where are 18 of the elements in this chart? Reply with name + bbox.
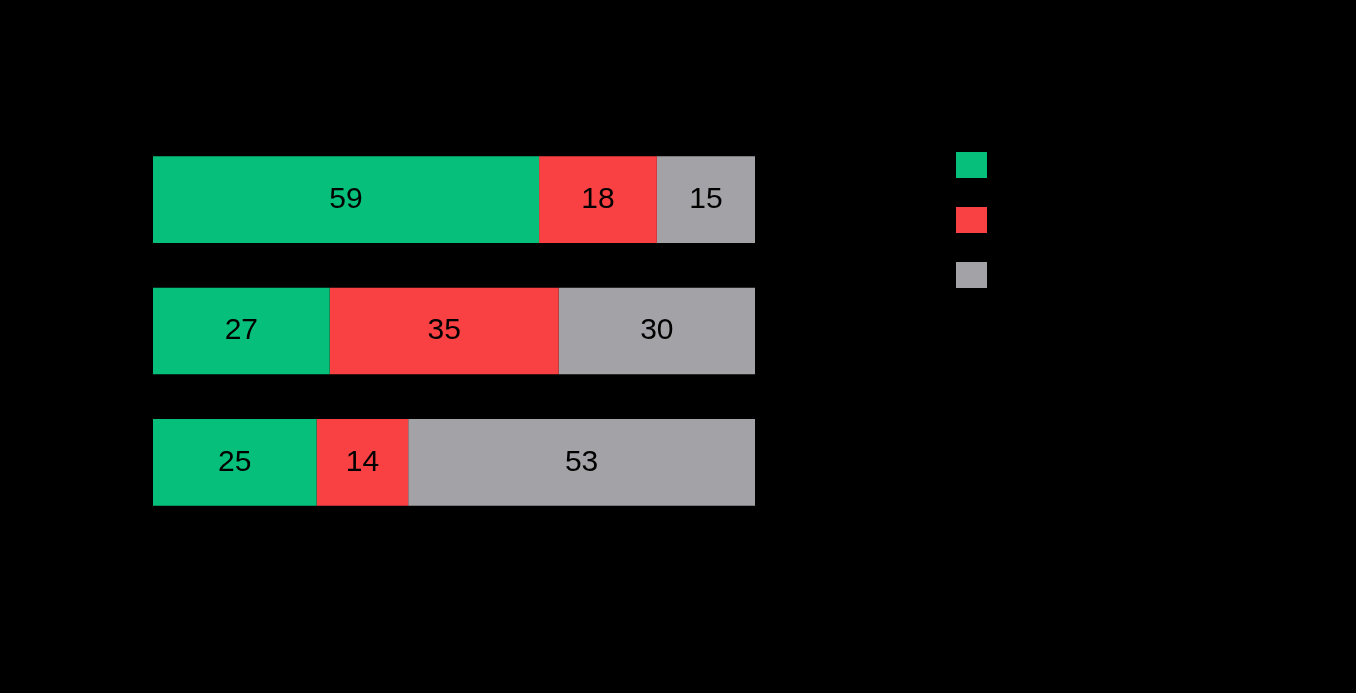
- bar: [408, 418, 755, 506]
- data-label: 53: [564, 443, 599, 477]
- bar: [153, 287, 330, 375]
- bar: [656, 156, 755, 244]
- bar: [316, 418, 409, 506]
- data-label: 18: [581, 180, 615, 214]
- data-label: 14: [345, 443, 380, 477]
- data-label: 27: [224, 312, 259, 346]
- data-label: 59: [329, 180, 363, 214]
- bar: [329, 287, 559, 375]
- bar: [153, 156, 540, 244]
- data-label: 35: [427, 312, 461, 346]
- bar: [539, 156, 657, 244]
- bar: [153, 418, 317, 506]
- data-label: 25: [218, 443, 252, 477]
- data-label: 15: [689, 180, 723, 214]
- bar: [558, 287, 755, 375]
- data-label: 30: [640, 312, 674, 346]
